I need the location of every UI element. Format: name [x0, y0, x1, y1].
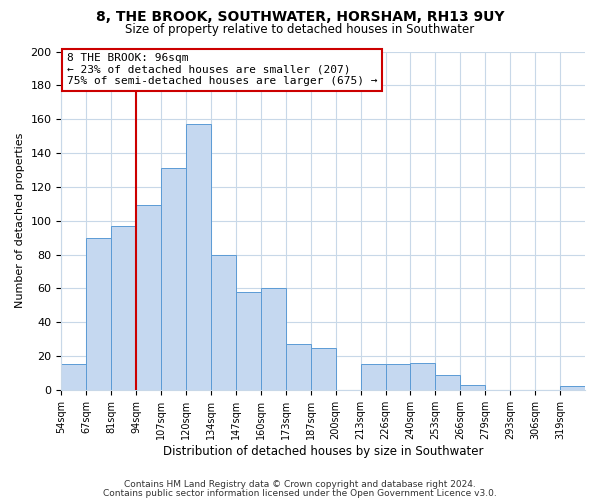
Bar — [236, 292, 261, 390]
Bar — [186, 124, 211, 390]
Bar — [361, 364, 386, 390]
Text: 8 THE BROOK: 96sqm
← 23% of detached houses are smaller (207)
75% of semi-detach: 8 THE BROOK: 96sqm ← 23% of detached hou… — [67, 53, 377, 86]
Bar — [311, 348, 335, 390]
Text: Contains HM Land Registry data © Crown copyright and database right 2024.: Contains HM Land Registry data © Crown c… — [124, 480, 476, 489]
Text: Contains public sector information licensed under the Open Government Licence v3: Contains public sector information licen… — [103, 488, 497, 498]
Bar — [261, 288, 286, 390]
Bar — [436, 374, 460, 390]
Y-axis label: Number of detached properties: Number of detached properties — [15, 133, 25, 308]
Text: 8, THE BROOK, SOUTHWATER, HORSHAM, RH13 9UY: 8, THE BROOK, SOUTHWATER, HORSHAM, RH13 … — [96, 10, 504, 24]
Bar — [61, 364, 86, 390]
X-axis label: Distribution of detached houses by size in Southwater: Distribution of detached houses by size … — [163, 444, 484, 458]
Bar — [161, 168, 186, 390]
Bar — [410, 363, 436, 390]
Bar — [560, 386, 585, 390]
Bar — [211, 254, 236, 390]
Bar — [111, 226, 136, 390]
Bar — [86, 238, 111, 390]
Text: Size of property relative to detached houses in Southwater: Size of property relative to detached ho… — [125, 22, 475, 36]
Bar — [460, 385, 485, 390]
Bar — [286, 344, 311, 390]
Bar — [136, 206, 161, 390]
Bar — [386, 364, 410, 390]
